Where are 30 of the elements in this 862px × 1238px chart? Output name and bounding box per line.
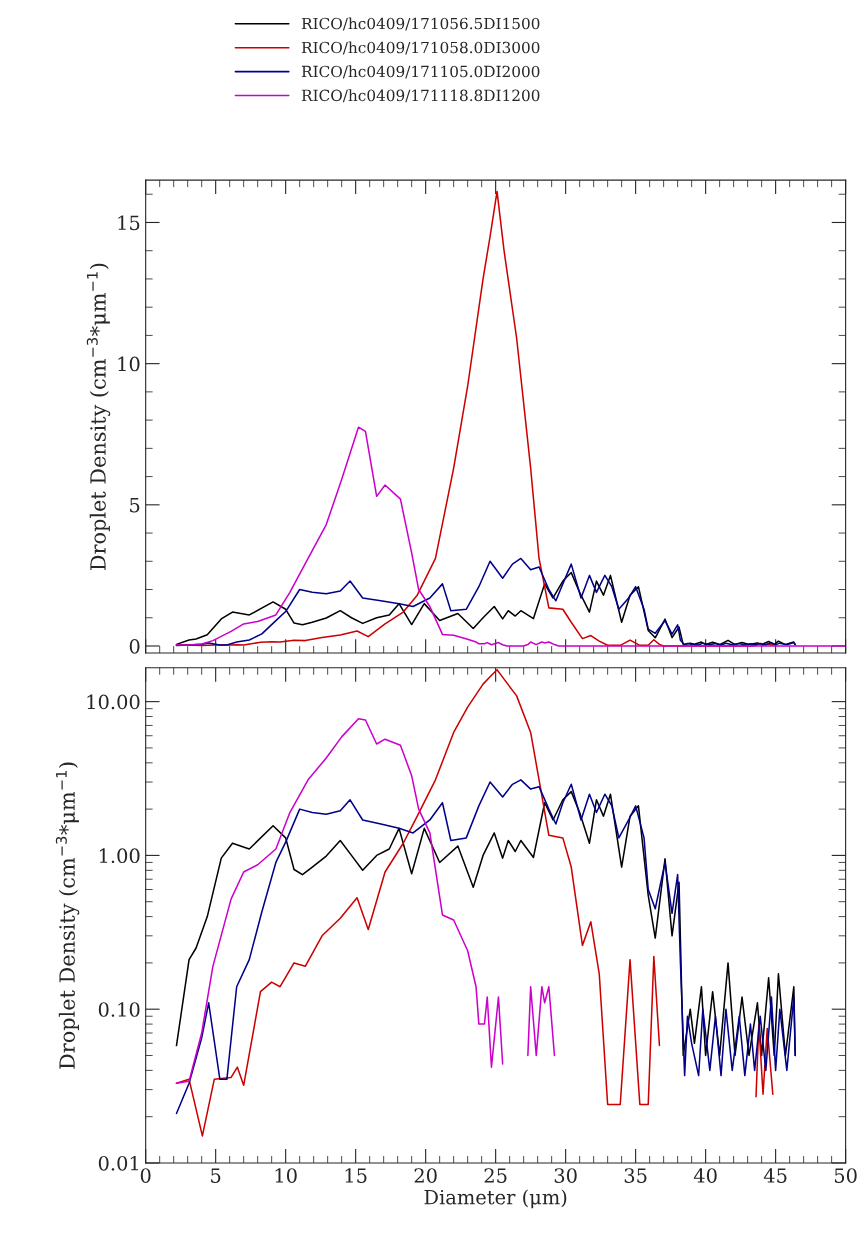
x-tick-label: 40 <box>693 1168 717 1183</box>
x-tick-label: 35 <box>624 1168 647 1183</box>
legend-label: RICO/hc0409/171105.0DI2000 <box>301 65 540 79</box>
x-tick-label: 25 <box>484 1168 507 1183</box>
x-tick-label: 20 <box>414 1168 437 1183</box>
line-series <box>175 571 796 646</box>
x-tick-label: 50 <box>834 1168 857 1183</box>
y-tick-label: 1.00 <box>99 848 140 864</box>
y-tick-label: 10 <box>118 356 140 372</box>
y-axis-title: Droplet Density (cm$^{−3}$*μm$^{−1}$) <box>55 762 80 1069</box>
legend-label: RICO/hc0409/171058.0DI3000 <box>301 41 540 55</box>
line-series <box>175 779 796 1115</box>
y-axis-title: Droplet Density (cm$^{−3}$*μm$^{−1}$) <box>86 263 111 571</box>
line-series <box>175 426 846 647</box>
y-tick-label: 0 <box>129 638 140 654</box>
x-axis-title: Diameter (μm) <box>424 1189 567 1209</box>
y-tick-label: 10.00 <box>87 694 140 710</box>
legend-label: RICO/hc0409/171056.5DI1500 <box>301 17 540 31</box>
y-tick-label: 0.10 <box>98 1002 140 1017</box>
y-tick-label: 5 <box>130 498 140 513</box>
x-tick-label: 15 <box>345 1168 367 1183</box>
x-tick-label: 0 <box>140 1168 151 1183</box>
x-tick-label: 45 <box>763 1168 787 1183</box>
x-tick-label: 30 <box>554 1168 577 1183</box>
y-tick-label: 0.01 <box>98 1155 139 1171</box>
legend-label: RICO/hc0409/171118.8DI1200 <box>301 89 540 103</box>
y-tick-label: 15 <box>118 215 140 231</box>
x-tick-label: 10 <box>275 1168 297 1183</box>
line-series <box>175 790 796 1057</box>
x-tick-label: 5 <box>211 1168 221 1183</box>
